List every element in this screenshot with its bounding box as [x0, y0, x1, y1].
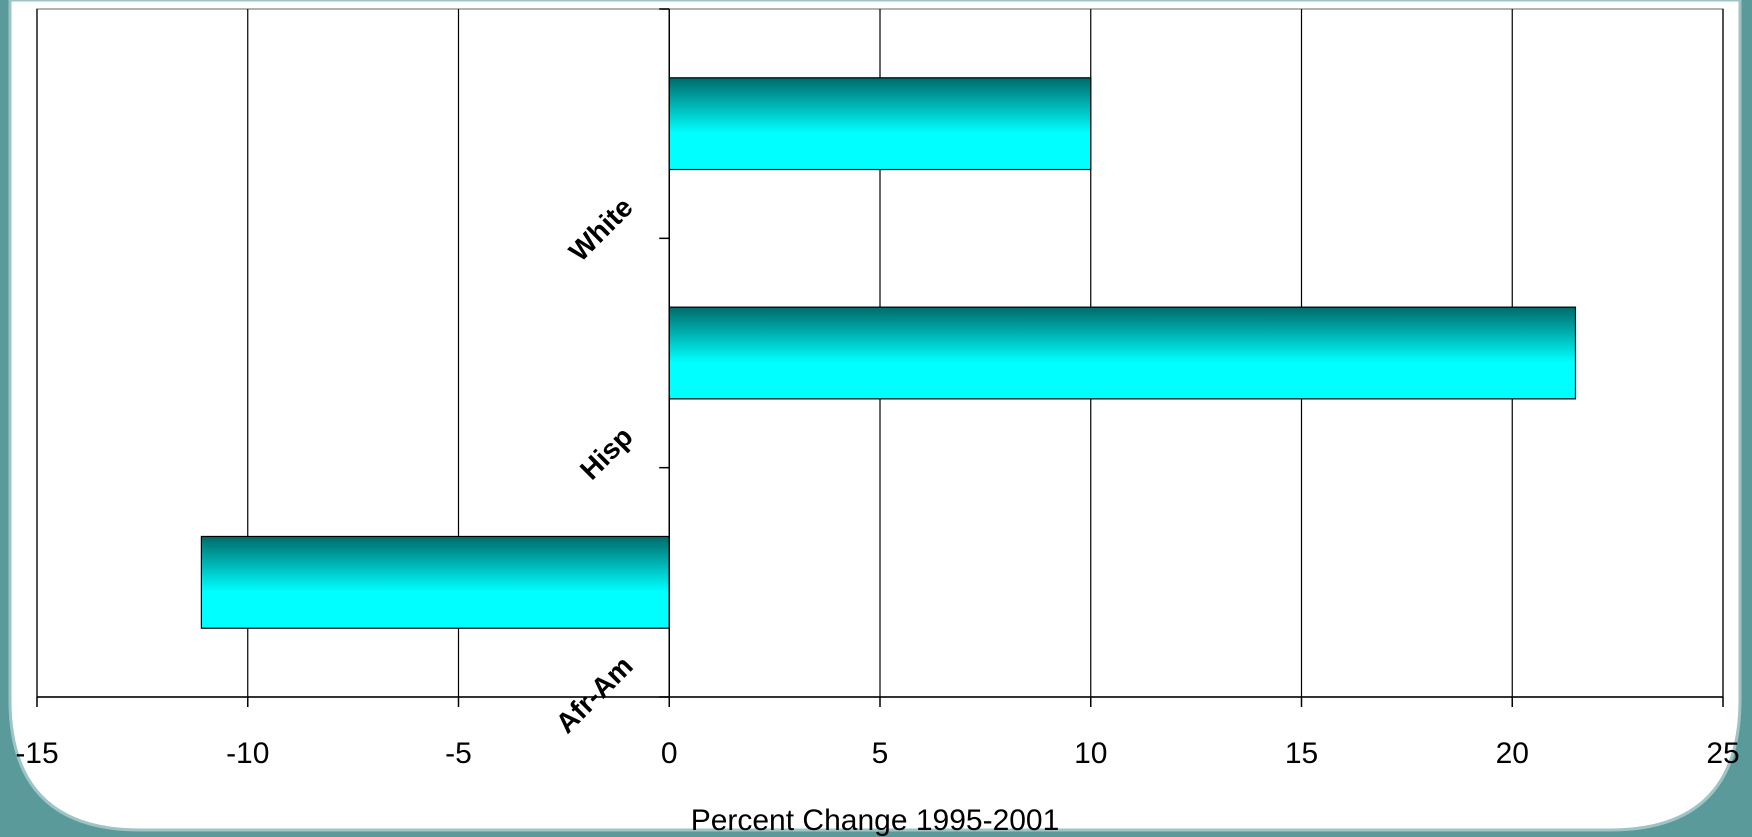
x-tick-label: 15 [1285, 737, 1318, 770]
bar [668, 77, 1092, 171]
x-tick-label: -15 [15, 737, 58, 770]
x-tick-label: 20 [1496, 737, 1529, 770]
x-tick-label: 0 [661, 737, 678, 770]
x-tick-label: 5 [872, 737, 889, 770]
bar [668, 306, 1577, 400]
x-tick-label: -10 [226, 737, 269, 770]
x-tick-label: 25 [1706, 737, 1739, 770]
bar [200, 535, 670, 629]
x-axis-label: Percent Change 1995-2001 [691, 804, 1060, 837]
x-tick-label: 10 [1074, 737, 1107, 770]
x-tick-label: -5 [445, 737, 472, 770]
bars [200, 77, 1577, 629]
